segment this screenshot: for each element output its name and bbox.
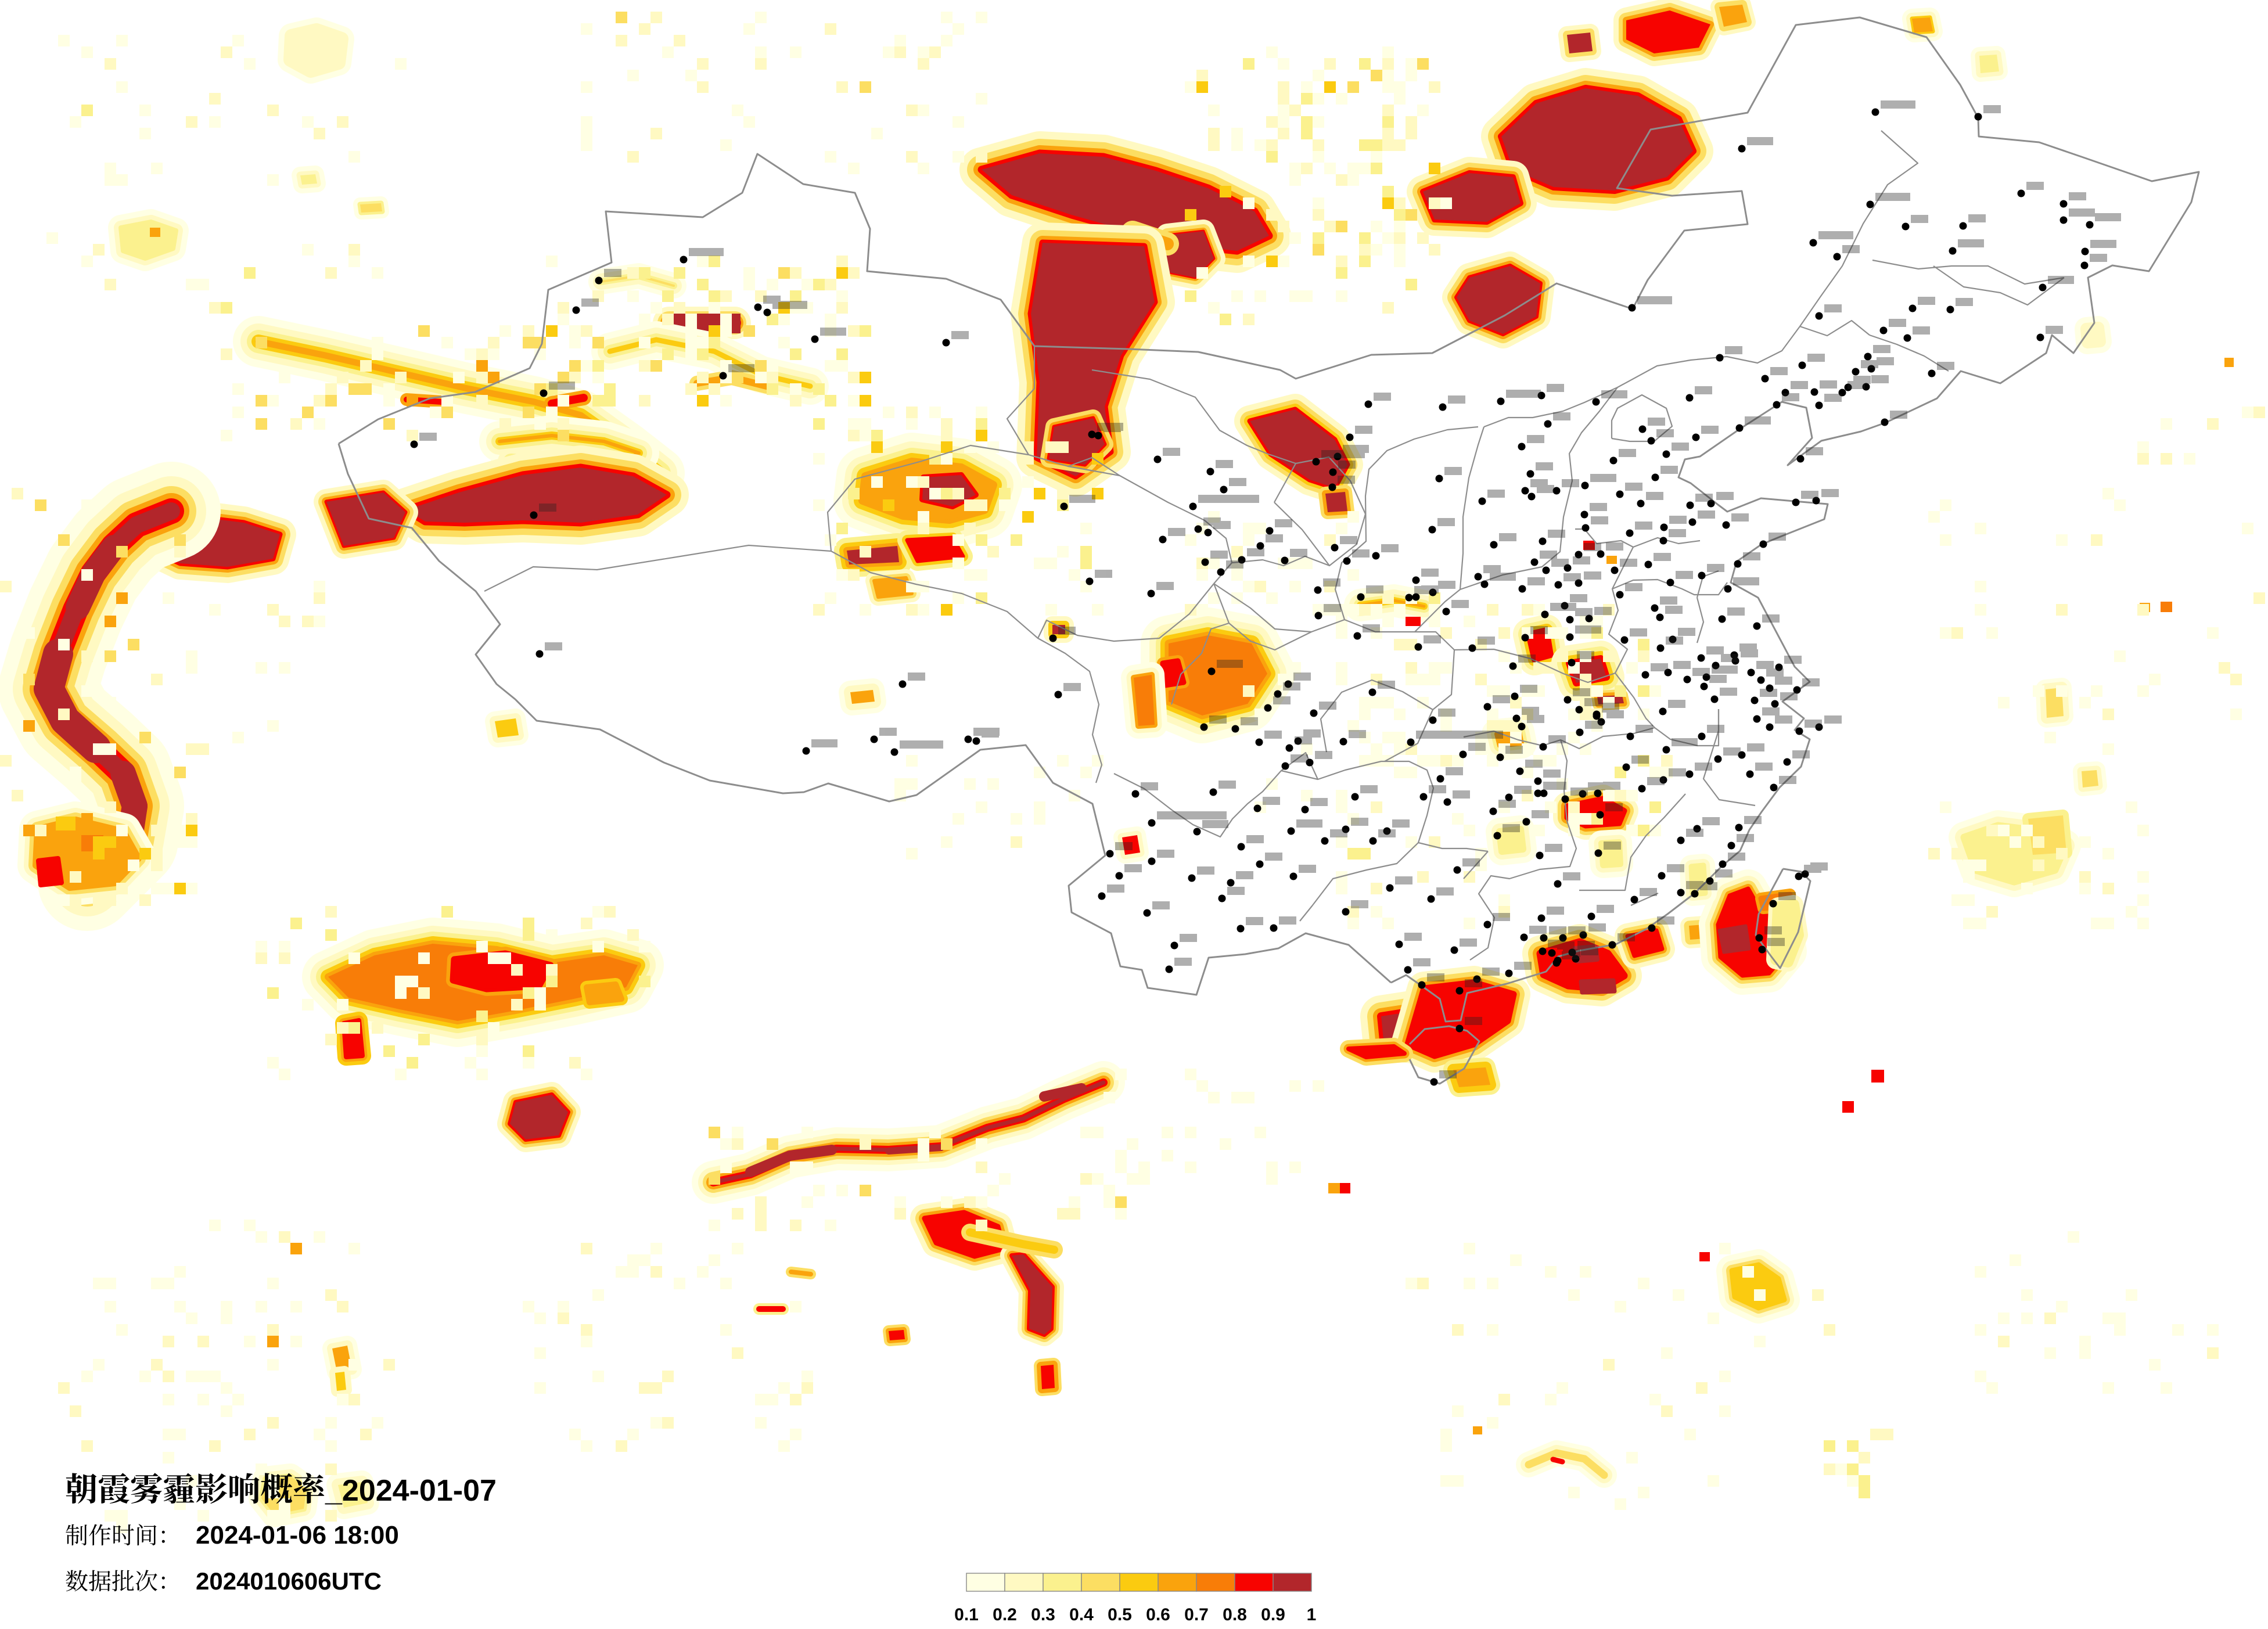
svg-text:0.7: 0.7 bbox=[1184, 1605, 1209, 1624]
svg-text:2024010606UTC: 2024010606UTC bbox=[196, 1567, 382, 1595]
svg-text:0.8: 0.8 bbox=[1223, 1605, 1247, 1624]
svg-text:0.4: 0.4 bbox=[1069, 1605, 1094, 1624]
svg-text:_2024-01-07: _2024-01-07 bbox=[325, 1474, 497, 1508]
svg-text:1: 1 bbox=[1307, 1605, 1317, 1624]
svg-text:0.5: 0.5 bbox=[1108, 1605, 1132, 1624]
svg-text:0.9: 0.9 bbox=[1261, 1605, 1285, 1624]
svg-text:0.3: 0.3 bbox=[1031, 1605, 1055, 1624]
svg-text:0.2: 0.2 bbox=[993, 1605, 1017, 1624]
svg-text:2024-01-06 18:00: 2024-01-06 18:00 bbox=[196, 1521, 399, 1549]
svg-text:0.6: 0.6 bbox=[1146, 1605, 1170, 1624]
svg-text:0.1: 0.1 bbox=[954, 1605, 979, 1624]
